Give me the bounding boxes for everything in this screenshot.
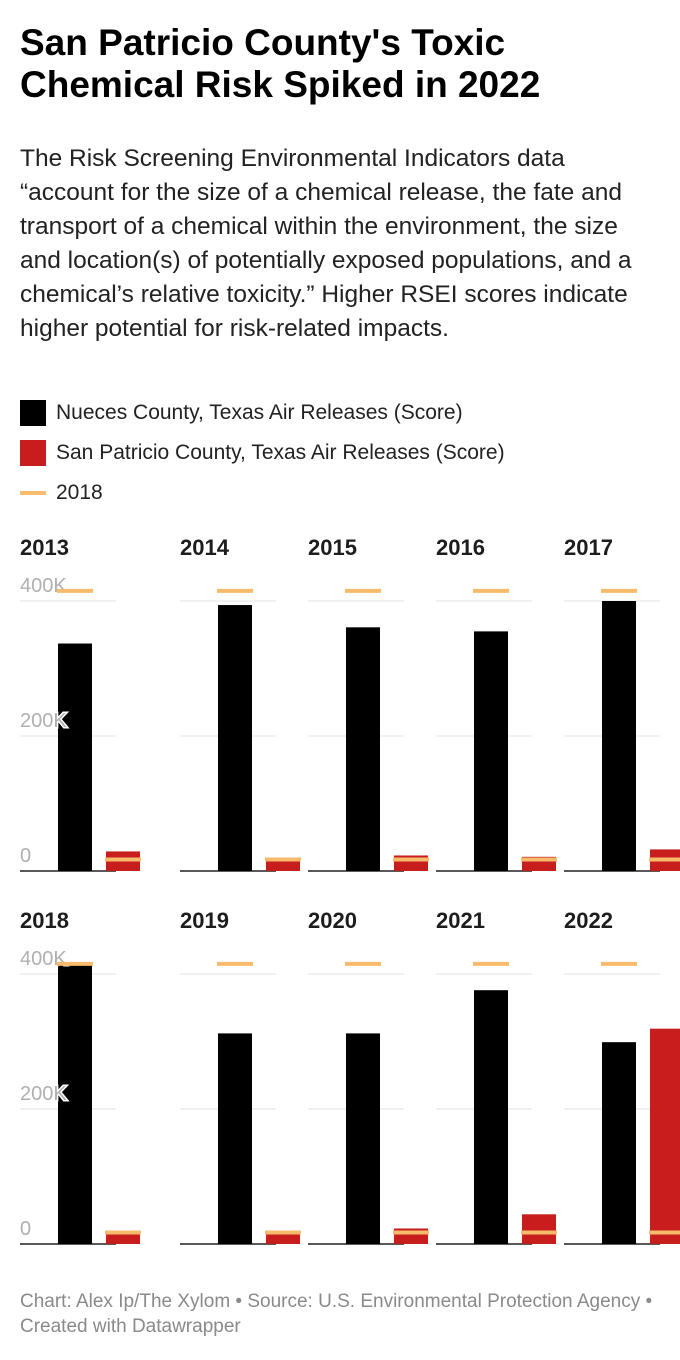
legend-label-2018: 2018 xyxy=(56,481,103,504)
panel-title-2014: 2014 xyxy=(180,535,230,560)
bar-san-patricio-2021 xyxy=(522,1214,556,1244)
legend-label-san-patricio: San Patricio County, Texas Air Releases … xyxy=(56,441,505,464)
legend-swatch-2018 xyxy=(20,491,46,495)
panel-2017: 2017 xyxy=(564,535,680,872)
panel-title-2020: 2020 xyxy=(308,908,357,933)
panel-title-2015: 2015 xyxy=(308,535,357,560)
panel-2018: 2018 0 200K 400K xyxy=(19,908,141,1245)
y-tick-label: 400K xyxy=(20,575,67,597)
panel-title-2016: 2016 xyxy=(436,535,485,560)
panel-2020: 2020 xyxy=(308,908,429,1245)
bar-nueces-2015 xyxy=(346,627,380,871)
bar-nueces-2014 xyxy=(218,605,252,871)
bar-san-patricio-2014 xyxy=(266,858,300,871)
chart-description: The Risk Screening Environmental Indicat… xyxy=(20,145,632,342)
panel-title-2017: 2017 xyxy=(564,535,613,560)
bar-nueces-2020 xyxy=(346,1033,380,1244)
panel-2022: 2022 xyxy=(564,908,680,1245)
bar-nueces-2016 xyxy=(474,631,508,871)
chart-footer: Chart: Alex Ip/The Xylom • Source: U.S. … xyxy=(20,1291,653,1337)
chart-title: San Patricio County's Toxic Chemical Ris… xyxy=(20,22,541,105)
y-tick-label: 200K xyxy=(20,1083,67,1105)
legend-swatch-nueces xyxy=(20,400,46,426)
y-tick-label: 0 xyxy=(20,1218,31,1240)
bar-san-patricio-2022 xyxy=(650,1028,680,1244)
legend-item-2018: 2018 xyxy=(20,478,103,508)
panel-title-2021: 2021 xyxy=(436,908,485,933)
y-tick-label: 0 xyxy=(20,845,31,867)
panel-2016: 2016 xyxy=(436,535,557,872)
y-tick-label: 400K xyxy=(20,948,67,970)
legend-item-nueces: Nueces County, Texas Air Releases (Score… xyxy=(20,398,463,428)
panel-title-2019: 2019 xyxy=(180,908,229,933)
panel-2013: 2013 0 200K 400K xyxy=(19,535,141,872)
bar-nueces-2019 xyxy=(218,1033,252,1244)
legend-label-nueces: Nueces County, Texas Air Releases (Score… xyxy=(56,401,463,424)
panel-2015: 2015 xyxy=(308,535,429,872)
panel-title-2018: 2018 xyxy=(20,908,69,933)
bar-nueces-2022 xyxy=(602,1042,636,1244)
bar-san-patricio-2018 xyxy=(106,1232,140,1244)
bar-nueces-2018 xyxy=(58,963,92,1244)
legend-swatch-san-patricio xyxy=(20,440,46,466)
bar-nueces-2013 xyxy=(58,643,92,871)
panel-title-2013: 2013 xyxy=(20,535,69,560)
bar-nueces-2017 xyxy=(602,601,636,871)
panel-2014: 2014 xyxy=(180,535,301,872)
panel-title-2022: 2022 xyxy=(564,908,613,933)
bar-nueces-2021 xyxy=(474,990,508,1244)
panel-2021: 2021 xyxy=(436,908,557,1245)
panel-2019: 2019 xyxy=(180,908,301,1245)
legend-item-san-patricio: San Patricio County, Texas Air Releases … xyxy=(20,438,505,468)
y-tick-label: 200K xyxy=(20,710,67,732)
